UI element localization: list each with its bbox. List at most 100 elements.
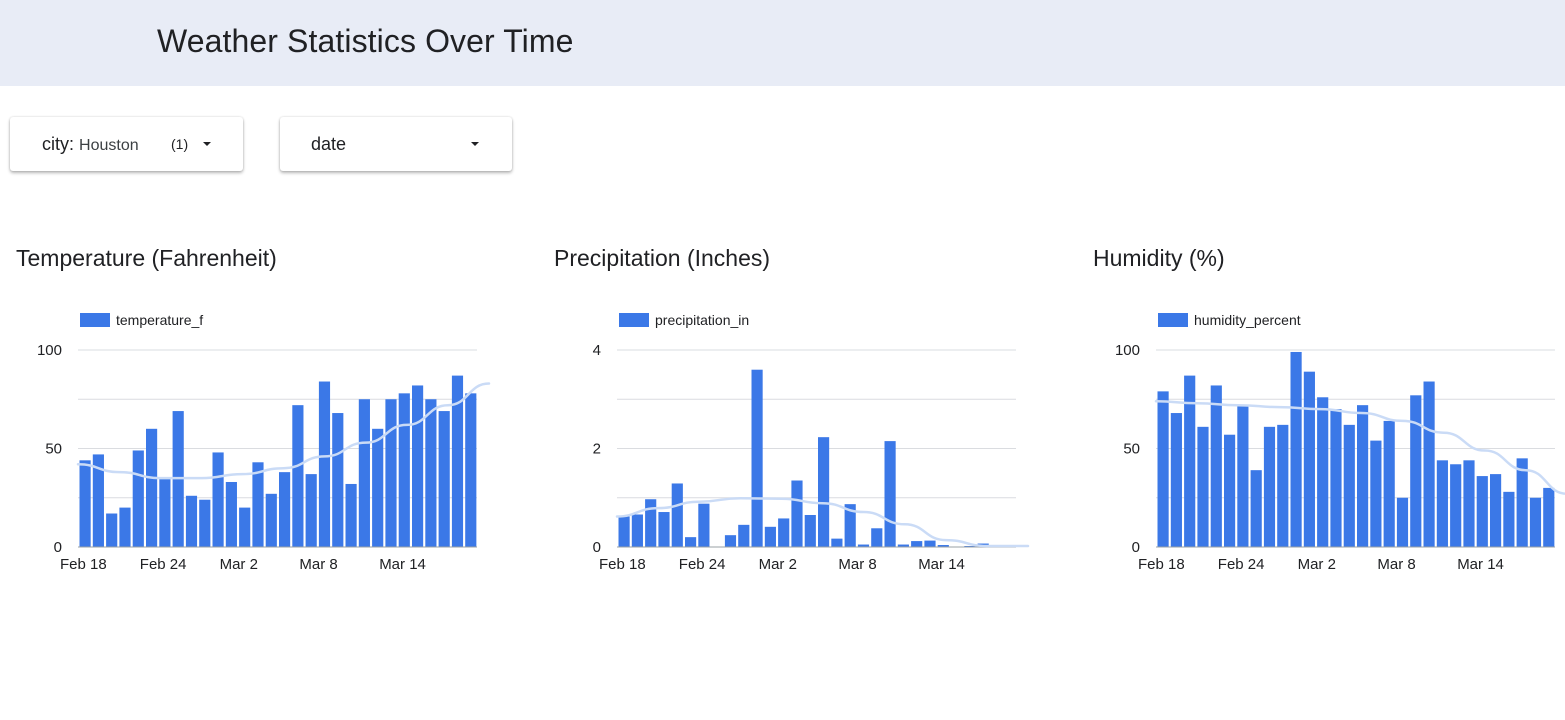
legend-label: temperature_f (116, 312, 203, 328)
bar (1237, 405, 1249, 547)
bar (279, 472, 291, 547)
bar (412, 385, 424, 547)
bar (345, 483, 357, 547)
y-tick-label: 50 (45, 441, 62, 458)
chart-title-precipitation: Precipitation (Inches) (554, 245, 771, 271)
city-filter-label: city: Houston (42, 134, 139, 154)
y-tick-label: 2 (593, 441, 601, 458)
x-tick-label: Mar 14 (379, 556, 426, 573)
x-tick-label: Mar 8 (1377, 556, 1415, 573)
bar (1250, 470, 1262, 547)
legend-swatch (1158, 313, 1188, 327)
y-tick-label: 0 (1132, 539, 1140, 556)
y-tick-label: 50 (1123, 441, 1140, 458)
bar (911, 541, 923, 547)
bar (778, 518, 790, 547)
x-tick-label: Mar 8 (299, 556, 337, 573)
caret-down-icon[interactable] (471, 142, 479, 146)
bar (645, 499, 657, 547)
bar (252, 462, 264, 547)
bar (1263, 426, 1276, 547)
bar (132, 450, 144, 547)
bar (212, 452, 224, 547)
bar (425, 399, 437, 547)
bar (804, 514, 816, 547)
bar (1343, 424, 1355, 547)
bar (658, 512, 670, 547)
bar (332, 413, 344, 547)
bar (924, 540, 936, 547)
y-tick-label: 100 (37, 342, 62, 359)
date-filter-control[interactable]: date (280, 117, 512, 171)
legend-swatch (80, 313, 110, 327)
chart-title-temperature: Temperature (Fahrenheit) (16, 245, 277, 271)
legend-swatch (619, 313, 649, 327)
temperature-chart: temperature_f 0 50 100 Feb 18 Feb 24 Mar 2 Mar … (37, 312, 491, 573)
trend-line (1154, 399, 1565, 495)
bar (724, 535, 737, 547)
bar (318, 381, 331, 547)
bar (1210, 385, 1222, 547)
bar (1543, 487, 1555, 547)
x-tick-label: Mar 2 (220, 556, 258, 573)
humidity-chart: humidity_percent 0 50 100 Feb 18 Feb 24 Mar 2 M… (1115, 312, 1565, 573)
city-filter-name: city (42, 134, 69, 154)
bar (751, 369, 763, 547)
y-tick-label: 100 (1115, 342, 1140, 359)
page-header: Weather Statistics Over Time (0, 0, 1565, 86)
bar (818, 437, 830, 547)
bar (884, 441, 896, 547)
bar (844, 504, 856, 547)
x-tick-label: Feb 24 (679, 556, 726, 573)
x-tick-label: Mar 8 (838, 556, 876, 573)
bar (1157, 391, 1169, 547)
bar (1436, 460, 1448, 547)
bar (1370, 440, 1382, 547)
city-filter-count: (1) (171, 136, 189, 152)
page-title: Weather Statistics Over Time (157, 23, 574, 59)
bar (1463, 460, 1475, 547)
bar (791, 480, 803, 547)
x-tick-label: Feb 18 (1138, 556, 1185, 573)
bar (897, 544, 909, 547)
bar (225, 481, 237, 547)
bar (1330, 409, 1342, 547)
bar (685, 537, 697, 547)
legend-label: humidity_percent (1194, 312, 1301, 328)
bar (1476, 476, 1488, 547)
bar (618, 516, 630, 547)
caret-down-icon[interactable] (203, 142, 211, 146)
y-tick-label: 4 (593, 342, 601, 359)
bar (1357, 405, 1369, 547)
bar (937, 545, 949, 547)
bar (671, 483, 683, 547)
trend-line (615, 496, 1030, 548)
bar (871, 528, 883, 547)
chart-title-humidity: Humidity (%) (1093, 245, 1225, 271)
bar (1317, 397, 1329, 547)
bar (1383, 420, 1395, 547)
bar (451, 375, 464, 547)
bar (1423, 381, 1435, 547)
bar (119, 507, 131, 547)
bar (1197, 426, 1209, 547)
trend-line (76, 382, 491, 480)
city-filter-control[interactable]: city: Houston (1) (10, 117, 243, 171)
bar (1503, 491, 1515, 547)
bar (185, 495, 198, 547)
bar (1170, 413, 1182, 547)
bar (465, 393, 477, 547)
bar (265, 493, 277, 547)
bar (159, 478, 171, 547)
bar (1290, 351, 1302, 547)
date-filter-label: date (311, 134, 347, 154)
bar (398, 393, 410, 547)
bar (1303, 371, 1315, 547)
bar (1224, 434, 1236, 547)
bar (199, 499, 211, 547)
bar (698, 503, 710, 547)
bar (831, 538, 843, 547)
bar (1410, 395, 1422, 547)
y-tick-label: 0 (593, 539, 601, 556)
bar (106, 513, 118, 547)
